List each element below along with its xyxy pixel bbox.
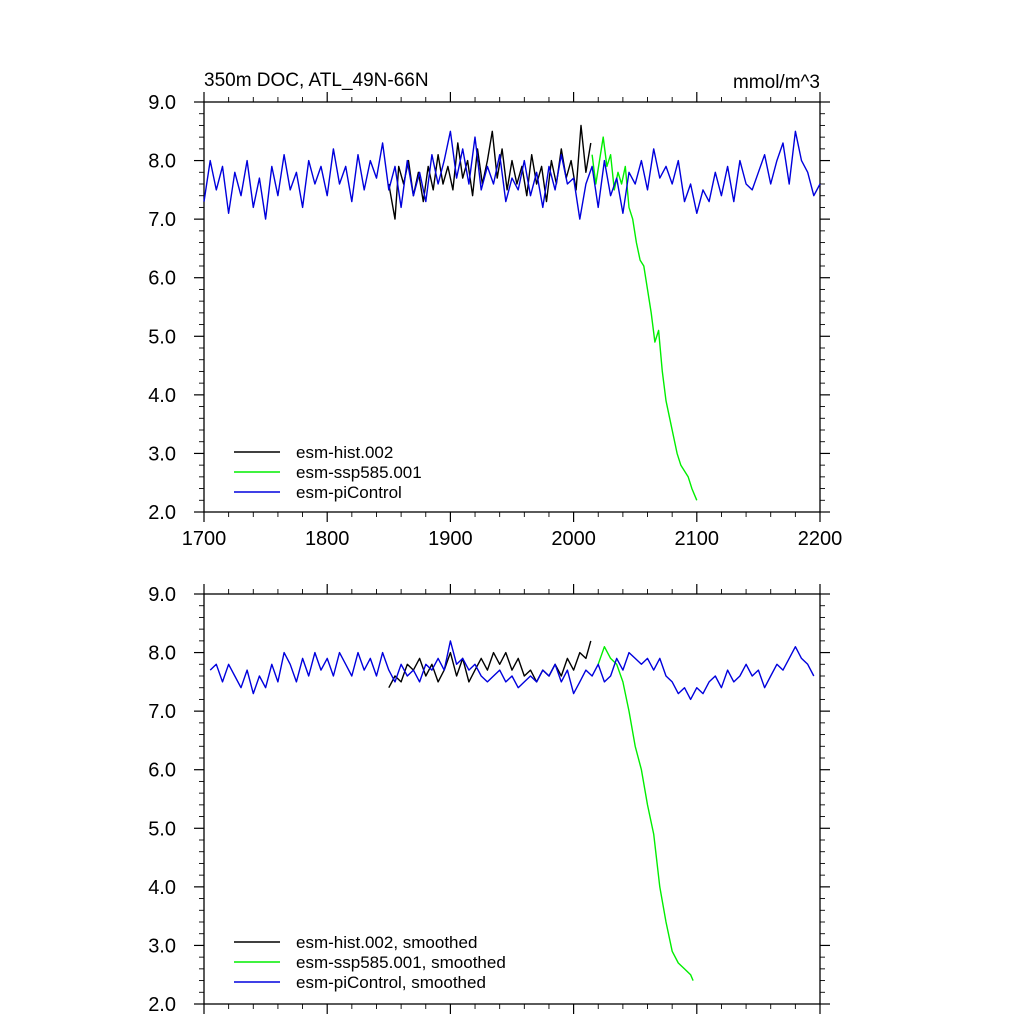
legend-label: esm-hist.002 [296, 443, 393, 462]
plot-frame [203, 101, 821, 513]
series-line-3 [209, 640, 815, 701]
y-tick-label: 3.0 [148, 935, 176, 957]
y-tick-label: 3.0 [148, 443, 176, 465]
x-tick-label: 2000 [551, 528, 596, 550]
y-tick-label: 8.0 [148, 643, 176, 665]
y-tick-label: 9.0 [148, 584, 176, 606]
y-tick-label: 8.0 [148, 151, 176, 173]
units-label: mmol/m^3 [733, 72, 820, 93]
y-tick-label: 4.0 [148, 385, 176, 407]
series-line-1 [388, 640, 592, 689]
x-tick-label: 1900 [428, 528, 473, 550]
panel-title: 350m DOC, ATL_49N-66N [204, 70, 429, 91]
y-tick-label: 9.0 [148, 92, 176, 114]
y-tick-label: 7.0 [148, 701, 176, 723]
y-tick-label: 6.0 [148, 760, 176, 782]
series-line-2 [591, 136, 698, 501]
x-tick-label: 1800 [305, 528, 350, 550]
top-panel: 350m DOC, ATL_49N-66N mmol/m^3 1700 1800 1… [148, 70, 842, 550]
y-tick-label: 2.0 [148, 502, 176, 524]
bottom-panel: 2.0 3.0 4.0 5.0 6.0 7.0 8.0 9.0 esm-hist.002, sm… [148, 584, 830, 1016]
x-tick-label: 2100 [675, 528, 720, 550]
plot-frame [203, 593, 821, 1005]
series-line-3 [203, 130, 821, 220]
legend-label: esm-hist.002, smoothed [296, 933, 477, 952]
y-tick-label: 7.0 [148, 209, 176, 231]
y-tick-label: 5.0 [148, 818, 176, 840]
y-tick-label: 5.0 [148, 326, 176, 348]
y-tick-label: 2.0 [148, 994, 176, 1016]
legend-label: esm-ssp585.001, smoothed [296, 953, 506, 972]
series-line-2 [597, 646, 694, 981]
legend-label: esm-piControl, smoothed [296, 973, 486, 992]
legend-label: esm-ssp585.001 [296, 463, 422, 482]
x-tick-label: 1700 [182, 528, 227, 550]
legend-label: esm-piControl [296, 483, 402, 502]
x-tick-label: 2200 [798, 528, 843, 550]
y-tick-label: 4.0 [148, 877, 176, 899]
y-tick-label: 6.0 [148, 268, 176, 290]
